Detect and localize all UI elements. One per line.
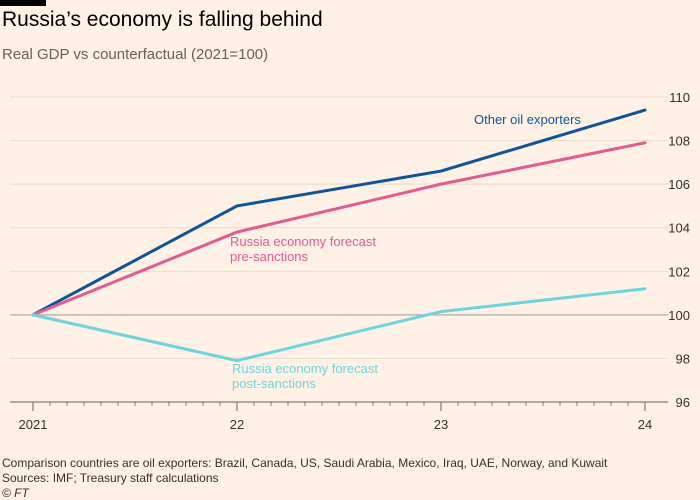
series-labels: Other oil exporters Russia economy foreca… <box>230 112 581 391</box>
x-tick-label: 22 <box>230 417 244 432</box>
series-lines <box>31 108 647 363</box>
series-line <box>31 141 647 317</box>
series-label: Russia economy forecast <box>230 234 376 249</box>
footnote: Comparison countries are oil exporters: … <box>2 456 608 470</box>
series-label: Other oil exporters <box>474 112 581 127</box>
sources-note: Sources: IMF; Treasury staff calculation… <box>2 471 219 485</box>
y-tick-label: 102 <box>668 264 690 279</box>
x-tick-label: 2021 <box>19 417 48 432</box>
copyright: © FT <box>2 486 29 500</box>
y-tick-label: 110 <box>669 90 690 105</box>
line-chart: 96 98 100 102 104 106 108 110 2021 22 23 24 Other … <box>10 90 690 432</box>
series-label: post-sanctions <box>232 376 316 391</box>
series-label: pre-sanctions <box>230 249 309 264</box>
x-axis: 2021 22 23 24 <box>10 401 668 432</box>
y-tick-label: 98 <box>676 351 690 366</box>
series-line <box>31 287 647 363</box>
chart-title: Russia’s economy is falling behind <box>2 8 323 31</box>
brand-bar <box>0 0 46 6</box>
x-tick-label: 24 <box>638 417 652 432</box>
y-axis-ticks: 96 98 100 102 104 106 108 110 <box>668 90 690 410</box>
series-label: Russia economy forecast <box>232 361 378 376</box>
y-tick-label: 104 <box>668 221 690 236</box>
gridlines <box>10 96 668 403</box>
x-tick-label: 23 <box>434 417 448 432</box>
y-tick-label: 106 <box>668 177 690 192</box>
y-tick-label: 96 <box>676 395 690 410</box>
series-line <box>31 108 647 317</box>
y-tick-label: 108 <box>668 134 690 149</box>
chart-subtitle: Real GDP vs counterfactual (2021=100) <box>2 46 269 63</box>
y-tick-label: 100 <box>668 308 690 323</box>
